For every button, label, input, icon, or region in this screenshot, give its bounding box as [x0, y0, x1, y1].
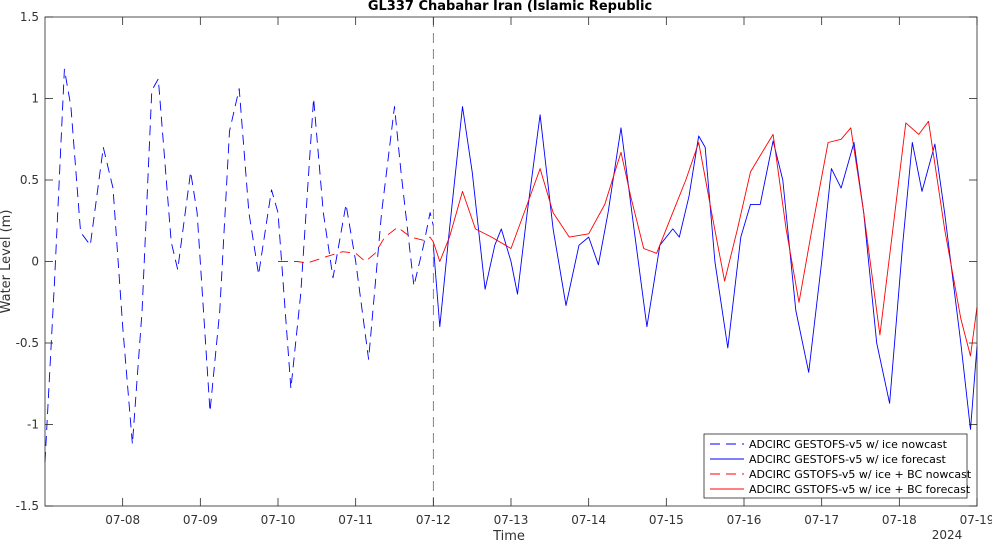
x-tick-label: 07-15: [649, 513, 684, 527]
series-layer: [44, 68, 978, 463]
series-line-2: [432, 106, 978, 430]
x-tick-label: 07-16: [727, 513, 762, 527]
x-tick-label: 07-11: [338, 513, 373, 527]
x-axis-label: Time: [492, 529, 525, 541]
chart-title: GL337 Chabahar Iran (Islamic Republic: [368, 0, 652, 14]
legend-label-4: ADCIRC GSTOFS-v5 w/ ice + BC forecast: [749, 483, 971, 496]
x-tick-label: 07-13: [494, 513, 529, 527]
y-tick-label: -1.5: [16, 499, 39, 513]
x-tick-label: 07-10: [261, 513, 296, 527]
axes: -1.5 -1 -0.5 0 0.5 1 1.5 07-08 07-09 07-10 07-11 07…: [16, 10, 992, 527]
legend-label-3: ADCIRC GSTOFS-v5 w/ ice + BC nowcast: [749, 468, 972, 481]
legend: ADCIRC GESTOFS-v5 w/ ice nowcast ADCIRC G…: [703, 433, 972, 499]
legend-box: [703, 433, 968, 499]
y-tick-label: 0: [31, 255, 39, 269]
y-tick-label: -0.5: [16, 336, 39, 350]
legend-label-2: ADCIRC GESTOFS-v5 w/ ice forecast: [749, 453, 947, 466]
x-tick-label: 07-08: [105, 513, 140, 527]
series-line-4: [432, 120, 978, 357]
x-tick-label: 07-14: [571, 513, 606, 527]
x-tick-label: 07-12: [416, 513, 451, 527]
y-axis-label: Water Level (m): [0, 210, 14, 314]
x-tick-label: 07-19: [960, 513, 992, 527]
x-year-label: 2024: [932, 528, 963, 541]
x-tick-label: 07-09: [183, 513, 218, 527]
x-tick-label: 07-17: [804, 513, 839, 527]
y-tick-label: 1.5: [20, 10, 39, 24]
legend-label-1: ADCIRC GESTOFS-v5 w/ ice nowcast: [749, 438, 948, 451]
y-tick-label: 1: [31, 92, 39, 106]
y-tick-label: 0.5: [20, 173, 39, 187]
y-tick-label: -1: [27, 418, 39, 432]
series-line-1: [44, 68, 434, 463]
x-tick-label: 07-18: [882, 513, 917, 527]
series-line-3: [278, 226, 434, 264]
